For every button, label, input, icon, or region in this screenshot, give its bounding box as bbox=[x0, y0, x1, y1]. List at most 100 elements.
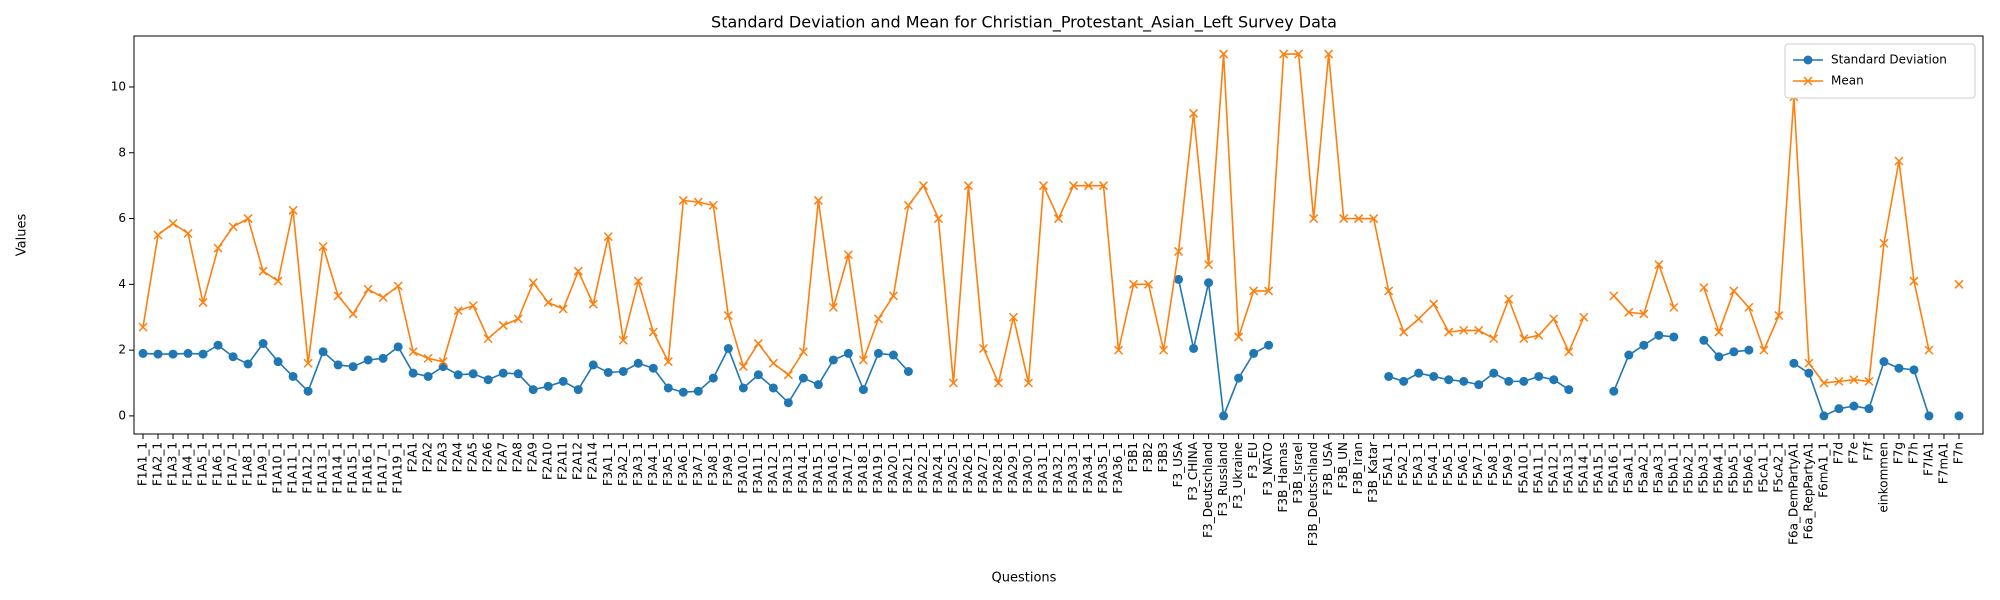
data-point bbox=[648, 363, 658, 373]
x-tick-label: F3_CHINA bbox=[1186, 441, 1200, 500]
data-point bbox=[828, 355, 838, 365]
x-tick-label: F5A4_1 bbox=[1426, 442, 1440, 486]
x-tick-label: F3B3 bbox=[1156, 442, 1170, 472]
data-point bbox=[843, 348, 853, 358]
data-point bbox=[198, 297, 208, 307]
data-point bbox=[1489, 334, 1499, 344]
data-point bbox=[783, 398, 793, 408]
x-tick-label: F5A12_1 bbox=[1546, 442, 1560, 494]
data-point bbox=[1219, 411, 1229, 421]
data-point bbox=[138, 348, 148, 358]
data-point bbox=[1729, 286, 1739, 296]
data-point bbox=[1549, 375, 1559, 385]
data-point bbox=[768, 383, 778, 393]
data-point bbox=[858, 385, 868, 395]
x-tick-label: F1A6_1 bbox=[211, 442, 225, 486]
x-tick-label: F5A7_1 bbox=[1471, 442, 1485, 486]
x-tick-label: F3A29_1 bbox=[1006, 442, 1020, 494]
x-tick-label: F3A27_1 bbox=[976, 442, 990, 494]
data-point bbox=[378, 292, 388, 303]
x-tick-label: F3A13_1 bbox=[781, 442, 795, 494]
data-point bbox=[678, 195, 688, 205]
x-tick-label: F5A6_1 bbox=[1456, 442, 1470, 486]
data-point bbox=[903, 200, 913, 210]
x-tick-label: F3A34_1 bbox=[1081, 442, 1095, 494]
data-point bbox=[1864, 376, 1874, 386]
x-tick-label: F7IA1 bbox=[1921, 442, 1935, 476]
data-point bbox=[1639, 340, 1649, 350]
x-tick-label: F3A33_1 bbox=[1066, 442, 1080, 494]
data-point bbox=[1023, 378, 1034, 388]
data-point bbox=[483, 334, 493, 344]
x-tick-label: F3A19_1 bbox=[871, 442, 885, 494]
data-point bbox=[1038, 181, 1049, 191]
data-point bbox=[768, 358, 778, 368]
data-point bbox=[1639, 309, 1649, 319]
data-point bbox=[963, 181, 973, 191]
data-point bbox=[1008, 312, 1019, 322]
data-point bbox=[873, 348, 883, 358]
x-tick-label: F3_USA bbox=[1171, 441, 1185, 487]
data-point bbox=[1654, 260, 1664, 270]
data-point bbox=[543, 297, 553, 307]
x-tick-label: F2A1 bbox=[406, 442, 420, 472]
x-tick-label: F3_EU bbox=[1246, 442, 1260, 479]
data-point bbox=[723, 343, 733, 353]
x-tick-label: F2A5 bbox=[466, 442, 480, 472]
legend-label: Standard Deviation bbox=[1831, 53, 1947, 67]
data-point bbox=[1309, 214, 1319, 224]
data-point bbox=[948, 378, 958, 388]
x-tick-label: F2A8 bbox=[511, 442, 525, 472]
data-point bbox=[288, 205, 298, 215]
x-tick-label: F3B2 bbox=[1141, 442, 1155, 472]
x-tick-label: F1A3_1 bbox=[166, 442, 180, 486]
data-point bbox=[1954, 411, 1964, 421]
data-point bbox=[1714, 327, 1724, 337]
x-tick-label: F3_Ukraine bbox=[1231, 442, 1245, 509]
data-point bbox=[1624, 307, 1634, 317]
x-tick-label: F3A22_1 bbox=[916, 442, 930, 494]
data-point bbox=[468, 301, 478, 311]
x-tick-label: F1A14_1 bbox=[331, 442, 345, 494]
data-point bbox=[1414, 314, 1424, 324]
data-point bbox=[363, 284, 373, 294]
x-tick-label: F3A20_1 bbox=[886, 442, 900, 494]
data-point bbox=[918, 181, 928, 191]
x-tick-label: F5A15_1 bbox=[1591, 442, 1605, 494]
data-point bbox=[303, 358, 313, 368]
data-point bbox=[1279, 49, 1289, 59]
x-tick-label: F5aA1_1 bbox=[1621, 442, 1635, 493]
x-tick-label: F3A7_1 bbox=[691, 442, 705, 486]
x-tick-label: F7f bbox=[1861, 441, 1875, 461]
x-tick-label: F1A4_1 bbox=[181, 442, 195, 486]
x-tick-label: F3A1_1 bbox=[601, 442, 615, 486]
x-tick-label: F1A16_1 bbox=[361, 442, 375, 494]
x-tick-label: F3A18_1 bbox=[856, 442, 870, 494]
x-tick-label: F6mA1_1 bbox=[1816, 442, 1830, 498]
data-point bbox=[468, 369, 478, 379]
data-point bbox=[603, 367, 613, 377]
data-point bbox=[573, 385, 583, 395]
data-point bbox=[1879, 357, 1889, 367]
x-tick-label: F5bA3_1 bbox=[1696, 442, 1710, 494]
data-point bbox=[1429, 299, 1439, 309]
data-point bbox=[618, 367, 628, 377]
x-tick-label: F5A16_1 bbox=[1606, 442, 1620, 494]
data-point bbox=[1519, 376, 1529, 386]
x-tick-label: F1A1_1 bbox=[136, 442, 150, 486]
data-point bbox=[843, 250, 853, 260]
data-point bbox=[1804, 358, 1814, 368]
x-tick-label: F5A1_1 bbox=[1381, 442, 1395, 486]
data-point bbox=[543, 381, 553, 391]
x-tick-label: F3A11_1 bbox=[751, 442, 765, 494]
data-point bbox=[183, 228, 193, 238]
data-point bbox=[483, 375, 493, 385]
data-point bbox=[1759, 345, 1769, 355]
data-point bbox=[648, 327, 658, 337]
data-point bbox=[1924, 411, 1934, 421]
x-tick-label: F3A31_1 bbox=[1036, 442, 1050, 494]
data-point bbox=[1369, 214, 1379, 224]
x-tick-label: F2A14 bbox=[586, 442, 600, 480]
data-point bbox=[1234, 373, 1244, 383]
data-point bbox=[1669, 332, 1679, 342]
